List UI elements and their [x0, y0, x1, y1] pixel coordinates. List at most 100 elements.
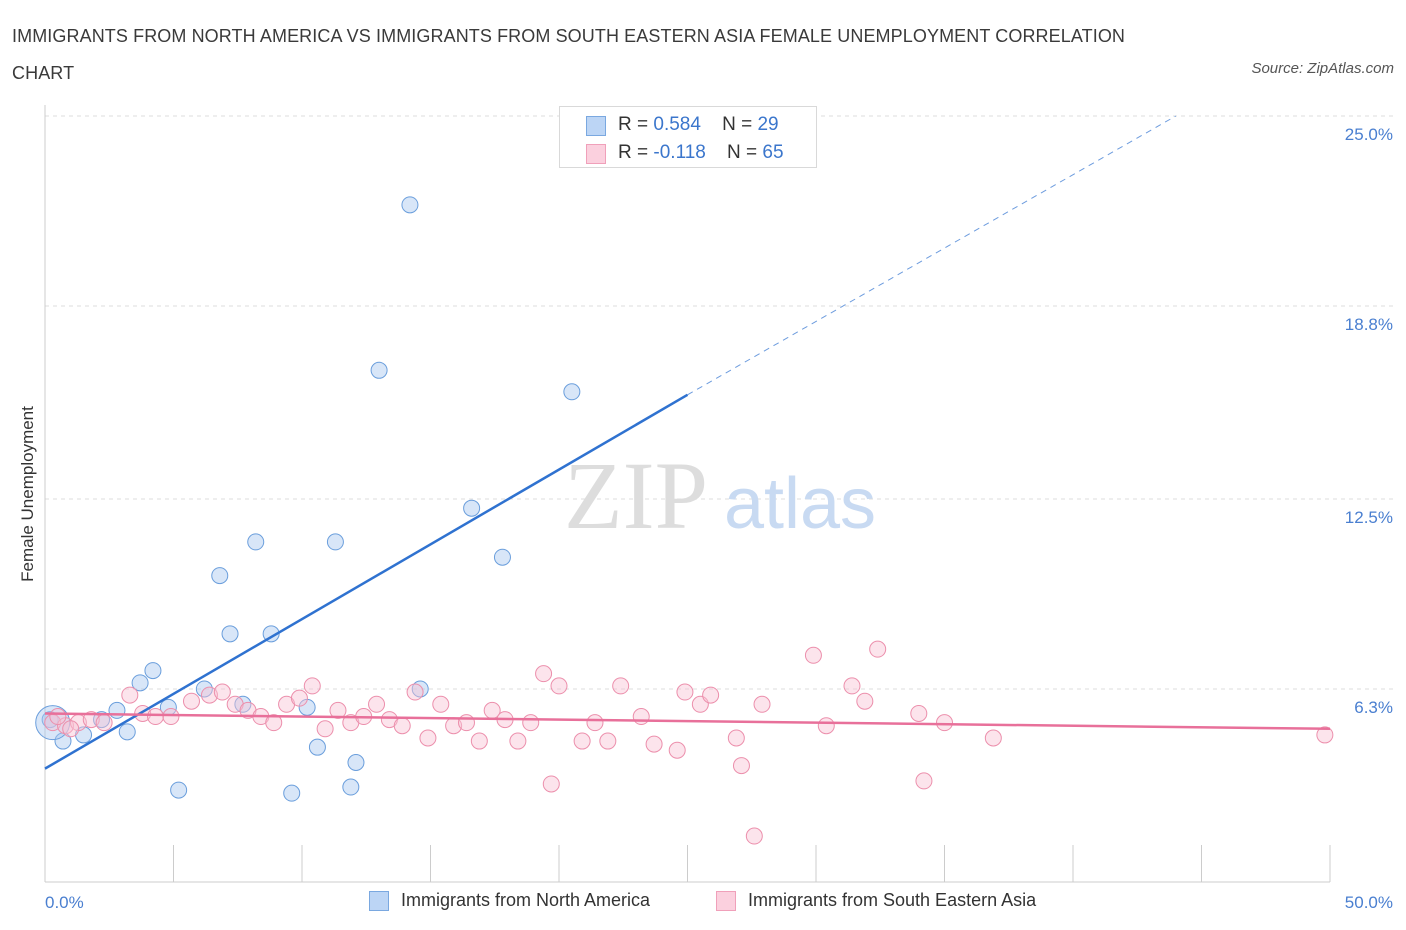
point-north-america — [108, 701, 126, 719]
point-north-america — [370, 361, 388, 379]
point-southeast-asia — [936, 714, 953, 732]
point-north-america — [493, 548, 511, 566]
point-southeast-asia — [121, 686, 139, 704]
point-north-america — [347, 754, 365, 772]
legend-n-value: 29 — [757, 114, 779, 135]
point-southeast-asia — [419, 729, 437, 747]
legend-r-value: 0.584 — [653, 114, 701, 135]
point-southeast-asia — [303, 677, 321, 695]
legend-n-label: N = — [726, 142, 758, 163]
point-southeast-asia — [457, 714, 475, 732]
y-tick-label: 12.5% — [1345, 508, 1393, 527]
point-southeast-asia — [49, 708, 67, 726]
point-southeast-asia — [702, 686, 720, 704]
y-tick-label: 25.0% — [1345, 125, 1393, 144]
bottom-legend-label: Immigrants from North America — [401, 890, 651, 910]
y-tick-label: 18.8% — [1345, 315, 1393, 334]
trend-line-north-america-extension — [687, 115, 1177, 396]
axes — [44, 105, 1331, 883]
tick-labels: 6.3% 12.5% 18.8% 25.0% 0.0% 50.0% — [45, 125, 1393, 912]
point-north-america — [131, 674, 149, 692]
point-southeast-asia — [804, 646, 822, 664]
point-north-america — [411, 680, 429, 698]
trend-line-southeast-asia — [44, 712, 1331, 731]
point-southeast-asia — [843, 677, 861, 695]
point-southeast-asia — [745, 827, 763, 845]
point-southeast-asia — [182, 692, 200, 710]
point-southeast-asia — [535, 665, 553, 683]
point-southeast-asia — [265, 714, 283, 732]
point-southeast-asia — [522, 714, 540, 732]
point-north-america — [283, 784, 301, 802]
trend-line-north-america — [44, 393, 689, 770]
watermark: ZIP atlas — [564, 442, 876, 549]
x-tick-label: 0.0% — [45, 893, 84, 912]
point-north-america — [308, 738, 326, 756]
point-southeast-asia — [162, 708, 180, 726]
watermark-atlas: atlas — [724, 464, 876, 544]
x-tick-label: 50.0% — [1345, 893, 1393, 912]
point-north-america — [170, 781, 188, 799]
point-north-america — [247, 533, 265, 551]
point-southeast-asia — [470, 732, 488, 750]
point-southeast-asia — [316, 720, 334, 738]
point-north-america — [118, 723, 136, 741]
trend-lines — [44, 115, 1331, 770]
point-southeast-asia — [432, 695, 450, 713]
point-southeast-asia — [668, 741, 686, 759]
bottom-legend-swatch-north-america — [369, 891, 389, 911]
legend-r-label: R = — [618, 114, 649, 135]
bottom-legend-swatch-southeast-asia — [716, 891, 736, 911]
point-southeast-asia — [612, 677, 630, 695]
point-southeast-asia — [406, 683, 424, 701]
point-southeast-asia — [550, 677, 568, 695]
point-north-america — [401, 196, 419, 214]
point-southeast-asia — [910, 704, 928, 722]
point-north-america — [326, 533, 344, 551]
point-southeast-asia — [393, 717, 411, 735]
bottom-legend-label: Immigrants from South Eastern Asia — [748, 890, 1037, 910]
point-north-america — [342, 778, 360, 796]
point-southeast-asia — [1316, 726, 1334, 744]
data-points — [35, 196, 1334, 845]
chart-title: IMMIGRANTS FROM NORTH AMERICA VS IMMIGRA… — [12, 26, 1126, 83]
legend-r-value: -0.118 — [653, 142, 706, 163]
point-southeast-asia — [200, 686, 218, 704]
point-southeast-asia — [984, 729, 1002, 747]
point-southeast-asia — [573, 732, 591, 750]
watermark-zip: ZIP — [564, 442, 708, 549]
point-north-america — [463, 499, 481, 517]
point-southeast-asia — [213, 683, 231, 701]
point-southeast-asia — [817, 717, 835, 735]
point-north-america — [563, 383, 581, 401]
legend-n-label: N = — [722, 114, 753, 135]
point-southeast-asia — [915, 772, 933, 790]
grid-lines — [45, 115, 1395, 690]
point-north-america — [221, 625, 239, 643]
point-southeast-asia — [753, 695, 771, 713]
point-southeast-asia — [95, 714, 113, 732]
point-southeast-asia — [542, 775, 560, 793]
point-southeast-asia — [586, 714, 604, 732]
point-southeast-asia — [599, 732, 617, 750]
point-north-america — [144, 662, 162, 680]
legend-r-label: R = — [618, 142, 649, 163]
point-southeast-asia — [147, 708, 165, 726]
point-southeast-asia — [869, 640, 887, 658]
point-southeast-asia — [509, 732, 527, 750]
point-southeast-asia — [856, 692, 874, 710]
legend-swatch-north-america — [586, 116, 606, 136]
point-north-america — [211, 567, 229, 585]
point-southeast-asia — [368, 695, 386, 713]
point-north-america — [93, 711, 111, 729]
point-southeast-asia — [82, 711, 100, 729]
point-southeast-asia — [290, 689, 308, 707]
point-southeast-asia — [62, 720, 80, 738]
point-southeast-asia — [645, 735, 663, 753]
point-southeast-asia — [732, 757, 750, 775]
legend-n-value: 65 — [762, 142, 784, 163]
point-southeast-asia — [632, 708, 650, 726]
legend-swatch-southeast-asia — [586, 144, 606, 164]
chart-source: Source: ZipAtlas.com — [1251, 60, 1394, 77]
